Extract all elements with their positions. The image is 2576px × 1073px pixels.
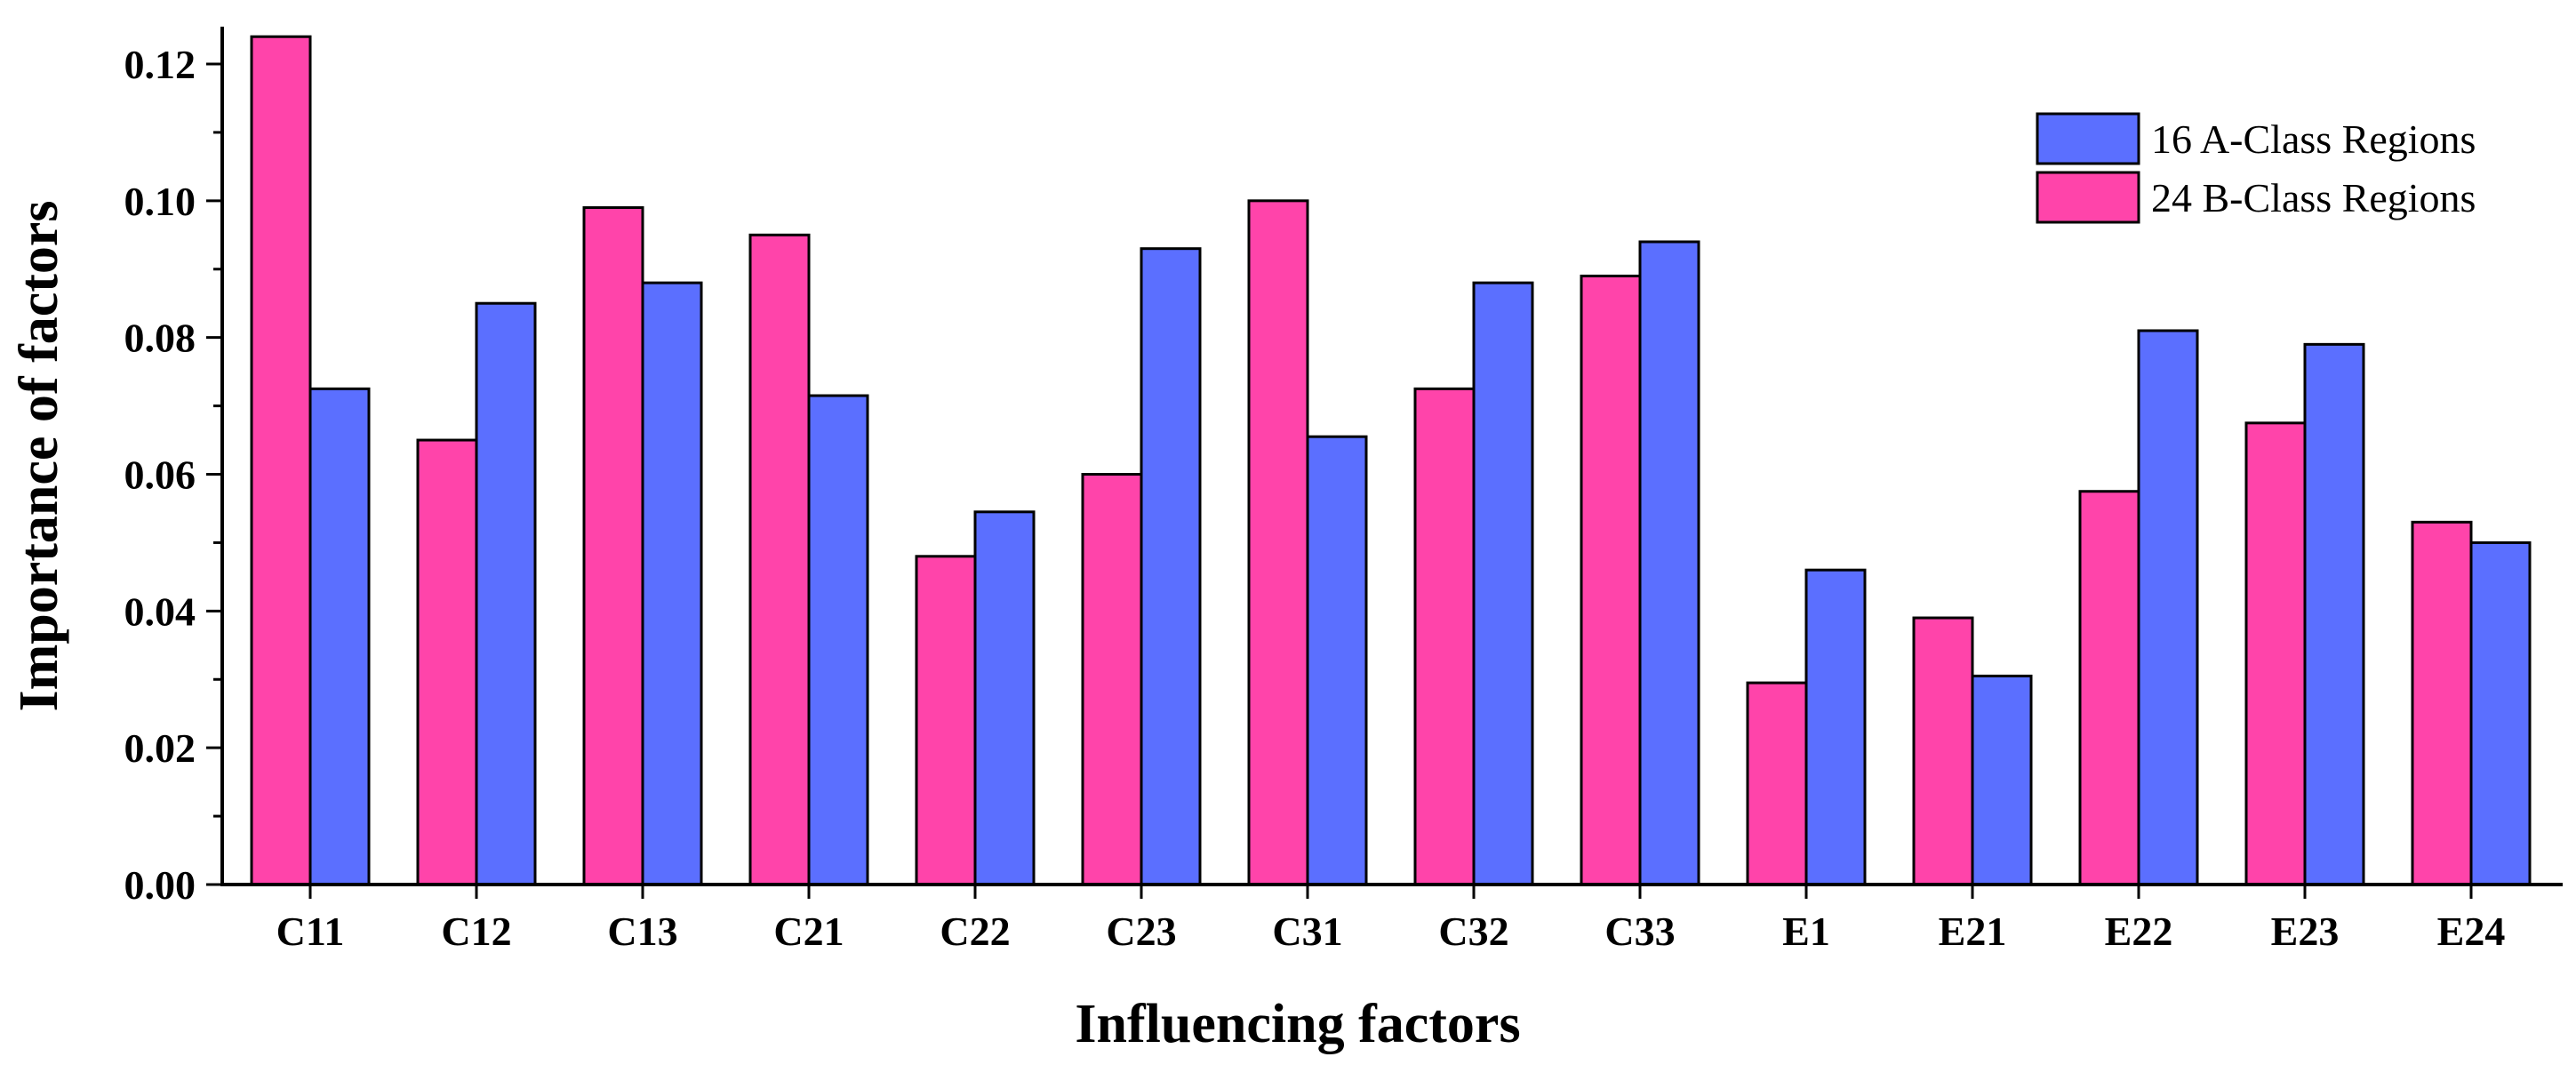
bar-c13-a-class [641,281,703,886]
x-tick-label-c11: C11 [276,909,345,954]
legend-swatch-b-class [2036,171,2140,224]
y-tick-label: 0.00 [124,862,196,908]
bar-e24-b-class [2411,520,2473,886]
y-tick-label: 0.12 [124,42,196,87]
y-axis-title: Importance of factors [9,200,69,711]
x-axis-title: Influencing factors [1075,994,1520,1054]
x-tick-label-c13: C13 [607,909,677,954]
bars-group [250,35,2532,886]
legend-swatch-a-class [2036,112,2140,165]
x-tick-label-c21: C21 [773,909,844,954]
x-tick-label-c22: C22 [940,909,1010,954]
bar-e1-b-class [1746,681,1808,886]
bar-c32-a-class [1472,281,1534,886]
bar-c21-b-class [748,233,811,886]
x-tick-label-c33: C33 [1604,909,1675,954]
bar-e1-a-class [1804,568,1867,886]
bar-c13-b-class [582,206,644,886]
y-tick-label: 0.06 [124,452,196,498]
bar-e21-b-class [1912,616,1974,886]
bar-c31-b-class [1247,199,1309,886]
bar-e22-a-class [2137,329,2199,886]
x-ticks-group: C11 C12 C13 C21 C22 C23 C31 C32 C33 E1 E21 E22 E23 E2… [276,885,2506,954]
bar-c11-a-class [308,387,371,886]
x-tick-label-e24: E24 [2437,909,2506,954]
x-tick-label-e22: E22 [2105,909,2173,954]
bar-c32-b-class [1413,387,1476,886]
bar-c23-a-class [1140,247,1202,886]
bar-c21-a-class [807,394,869,886]
bar-e21-a-class [1971,674,2033,886]
axes-group [220,27,2563,886]
y-tick-label: 0.04 [124,589,196,634]
bar-c22-b-class [915,555,977,886]
bar-e23-a-class [2303,342,2365,886]
bar-e24-a-class [2469,541,2532,886]
x-tick-label-c32: C32 [1438,909,1508,954]
bar-e22-b-class [2078,490,2140,886]
x-tick-label-e23: E23 [2271,909,2340,954]
bar-c33-b-class [1580,274,1642,886]
bar-e23-b-class [2244,421,2307,886]
y-ticks-group: 0.00 0.02 0.04 0.06 0.08 0.10 0.12 [124,42,222,908]
legend-label-a-class: 16 A-Class Regions [2151,116,2476,162]
x-tick-label-e1: E1 [1782,909,1830,954]
y-tick-label: 0.08 [124,316,196,361]
legend-label-b-class: 24 B-Class Regions [2151,175,2476,220]
bar-c23-b-class [1081,473,1143,886]
x-tick-label-e21: E21 [1939,909,2007,954]
x-tick-label-c23: C23 [1106,909,1176,954]
y-tick-label: 0.02 [124,725,196,771]
legend: 16 A-Class Regions 24 B-Class Regions [2036,112,2476,224]
bar-c12-a-class [475,301,537,886]
bar-c33-a-class [1638,240,1700,886]
bar-c22-a-class [973,510,1036,886]
x-tick-label-c31: C31 [1272,909,1342,954]
bar-c12-b-class [416,438,478,886]
bar-c31-a-class [1306,435,1368,886]
y-tick-label: 0.10 [124,179,196,224]
x-tick-label-c12: C12 [441,909,511,954]
bar-c11-b-class [250,35,312,886]
